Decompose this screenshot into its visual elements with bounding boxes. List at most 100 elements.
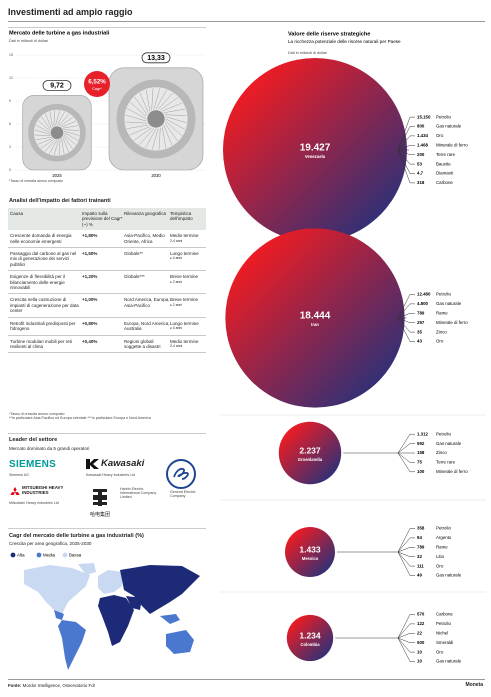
component-name: Gas naturale — [436, 301, 462, 306]
component-value: 111 — [417, 563, 424, 568]
component-value: 500 — [417, 640, 425, 645]
turbine-blade — [63, 130, 80, 136]
logo-mitsubishi-mark — [10, 487, 20, 495]
company-caption: Mitsubishi Heavy Industries Ltd — [9, 501, 59, 505]
y-tick-label: 9 — [9, 99, 11, 103]
connector — [397, 433, 415, 454]
turbine-blade — [163, 124, 173, 146]
cagr-label: 6,52% — [88, 79, 106, 86]
region — [166, 630, 194, 654]
turbine-blade — [35, 136, 52, 141]
footer-brand: Moneta — [465, 682, 484, 688]
turbine-blade — [155, 89, 167, 110]
connector — [397, 317, 415, 342]
region — [24, 565, 90, 614]
table-note: *Tasso di crescita annuo composto — [9, 412, 65, 416]
turbine-blade — [63, 135, 73, 149]
component-value: 32 — [417, 554, 422, 559]
connector — [397, 452, 415, 463]
turbine-blade — [158, 92, 173, 110]
table-row: Crescente domanda di energia nelle econo… — [8, 230, 206, 249]
timing-label: Lungo termine — [170, 320, 199, 326]
connector — [397, 149, 415, 155]
component-name: Smeraldi — [436, 640, 453, 645]
connector — [397, 443, 415, 454]
component-value: 10 — [417, 649, 422, 654]
connector — [397, 145, 415, 151]
footer-rule — [8, 679, 485, 680]
turbine-blade — [53, 139, 59, 156]
component-name: Argento — [436, 535, 452, 540]
connector — [397, 537, 415, 553]
timing-note: 2-4 anni — [170, 343, 183, 348]
turbine-blade — [126, 124, 149, 129]
bubble-country: Venezuela — [305, 154, 326, 159]
component-value: 592 — [417, 441, 425, 446]
turbine-blade — [165, 120, 183, 136]
logo-kawasaki: Kawasaki — [101, 458, 145, 469]
turbine-blade — [161, 126, 167, 149]
timing-note: ≥ 4 anni — [170, 256, 183, 261]
component-name: Gas naturale — [436, 573, 462, 578]
turbine-blade — [151, 88, 154, 111]
table-row: Passaggio dal carbone al gas nel mix di … — [8, 248, 206, 272]
chart-note: *Tasso di crescita annuo composto — [9, 179, 63, 183]
table-cell: Nord America, Europa, Asia-Pacifico — [124, 297, 170, 308]
company-caption: General Electric Company — [170, 490, 196, 498]
connector — [397, 637, 415, 643]
legend-swatch — [36, 552, 42, 558]
legend-swatch — [10, 552, 16, 558]
turbine-blade — [145, 128, 157, 148]
table-cell: +1,50% — [82, 251, 98, 257]
component-value: 12.480 — [417, 292, 431, 297]
table-cell: +0,80% — [82, 320, 98, 326]
turbine-blade — [63, 134, 77, 146]
turbine-blade — [53, 110, 56, 127]
table-cell: +1,00% — [82, 297, 98, 303]
company-caption: Harbin Electric International Company Li… — [120, 487, 157, 499]
cagr-caption: Cagr* — [92, 87, 102, 91]
connector — [397, 551, 415, 557]
logo-mitsubishi: MITSUBISHI HEAVY INDUSTRIES — [22, 485, 64, 495]
bubble-country: Groenlandia — [298, 457, 323, 462]
y-tick-label: 15 — [9, 53, 13, 57]
bubble-chart: Valore delle riserve strategiche La ricc… — [220, 31, 486, 664]
bubble-value: 1.234 — [299, 630, 321, 640]
connector — [397, 452, 415, 473]
table-cell: Europa, Nord America, Australia — [124, 320, 170, 332]
table-cell: +1,80% — [82, 233, 98, 239]
value-box — [141, 52, 171, 64]
y-tick-label: 6 — [9, 122, 11, 126]
table-cell: Crescente domanda di energia nelle econo… — [10, 233, 72, 244]
component-value: 200 — [417, 152, 425, 157]
bubble-value: 19.427 — [300, 143, 331, 154]
table-cell: +0,40% — [82, 338, 98, 344]
header-cell: Tempistica dell'impatto — [170, 211, 193, 222]
table-cell: Asia-Pacifico, Medio Oriente, Africa — [124, 233, 165, 244]
turbine-chart: Mercato delle turbine a gas industriali … — [9, 30, 205, 183]
table-row: Esigenze di flessibilità per il bilancia… — [8, 271, 206, 295]
turbine-blade — [165, 116, 187, 124]
table-header: Causa Impatto sulla previsione del Cagr* … — [8, 208, 206, 231]
turbine-blade — [40, 139, 55, 149]
connector — [397, 317, 415, 323]
value-label: 13,33 — [147, 55, 165, 62]
chart-unit: Dati in miliardi di dollari — [288, 51, 327, 55]
table-note: **In particolare Asia-Pacifico ed Europa… — [9, 416, 151, 420]
component-value: 100 — [417, 469, 425, 474]
turbine-blade — [134, 96, 148, 115]
timing-note: 2-4 anni — [170, 238, 183, 243]
turbine-blade — [165, 118, 186, 130]
component-value: 789 — [417, 544, 425, 549]
table-cell: Globale** — [124, 251, 144, 257]
component-value: 789 — [417, 310, 425, 315]
component-name: Oro — [436, 563, 444, 568]
component-name: Litio — [436, 554, 445, 559]
turbine-blade — [35, 124, 50, 133]
connector — [397, 317, 415, 333]
legend-label: Alta — [17, 552, 25, 557]
timing-label: Breve termine — [170, 297, 199, 303]
table: Causa Impatto sulla previsione del Cagr* … — [8, 208, 206, 354]
logo-ge — [166, 459, 196, 489]
turbine-hub — [147, 110, 165, 128]
